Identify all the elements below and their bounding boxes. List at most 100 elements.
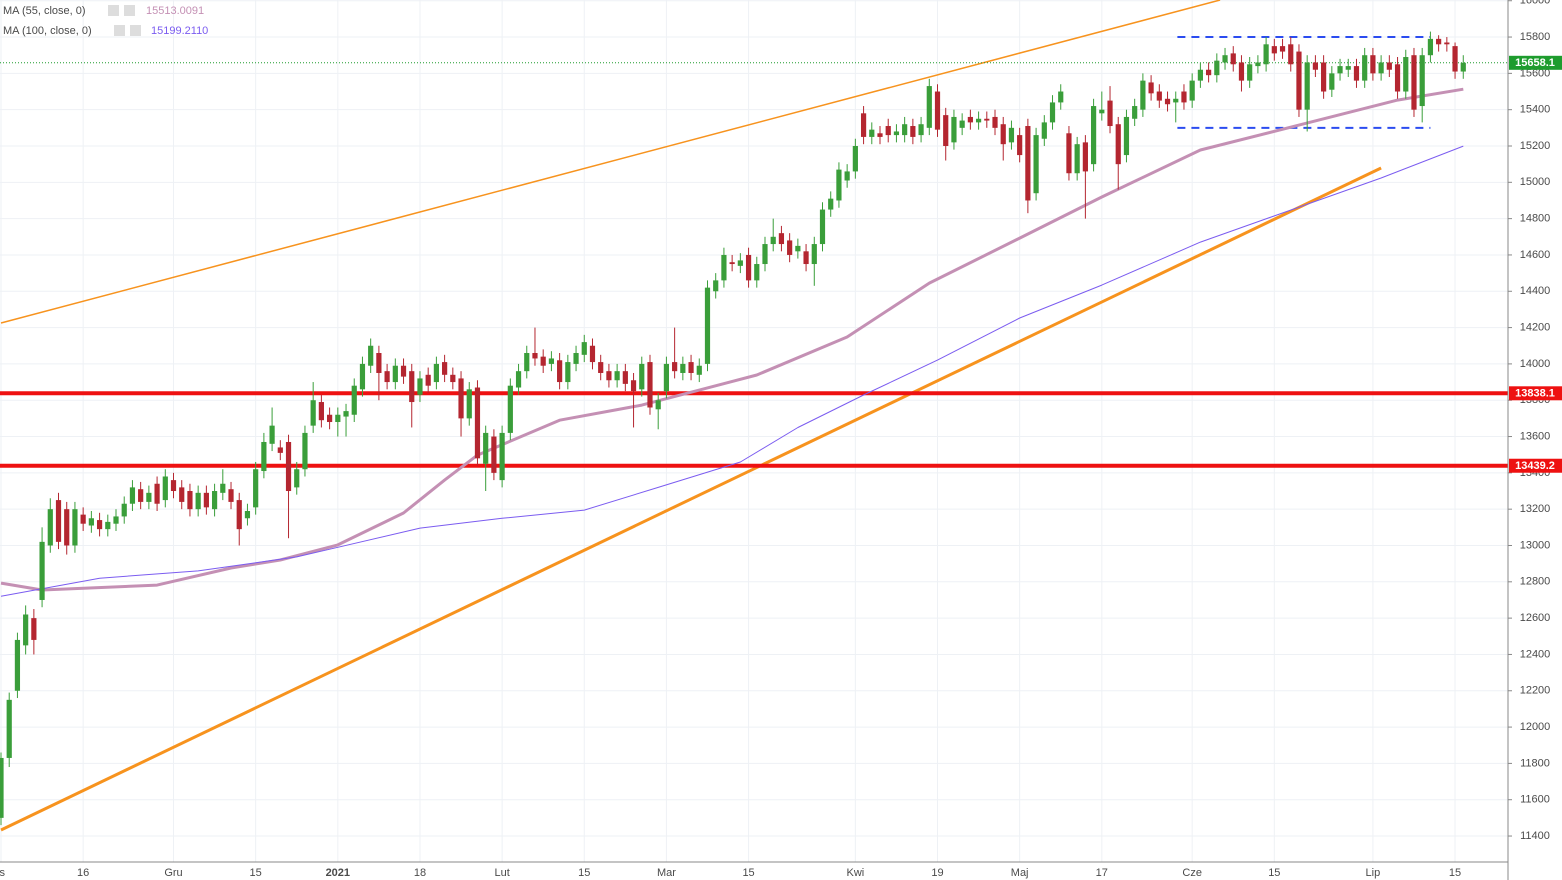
- x-tick-label: 16: [77, 867, 89, 879]
- candle-body: [1362, 55, 1368, 81]
- y-tick-label: 14400: [1520, 285, 1551, 297]
- candle-body: [392, 365, 398, 383]
- candle-body: [425, 374, 431, 386]
- candle-body: [877, 133, 883, 137]
- y-tick-label: 15400: [1520, 104, 1551, 116]
- y-tick-label: 11400: [1520, 830, 1550, 842]
- y-tick-label: 15000: [1520, 176, 1551, 188]
- candle-body: [1140, 80, 1146, 110]
- candle-body: [1033, 135, 1039, 194]
- price-label-box: [1509, 386, 1562, 401]
- candle-body: [261, 441, 267, 472]
- candle-body: [285, 441, 292, 492]
- candle-body: [852, 145, 858, 172]
- candle-body: [893, 131, 900, 136]
- candle-body: [1353, 66, 1360, 81]
- candle-body: [1394, 64, 1401, 92]
- candle-body: [557, 360, 563, 383]
- candle-body: [138, 489, 144, 502]
- y-tick-label: 14800: [1520, 213, 1551, 225]
- x-tick-label: Lip: [1366, 867, 1381, 879]
- legend-icon[interactable]: [124, 5, 135, 16]
- candle-body: [548, 358, 555, 364]
- candle-body: [1156, 91, 1162, 101]
- candle-body: [1148, 82, 1154, 94]
- moving-average: [0, 145, 1464, 597]
- candle-body: [466, 389, 472, 419]
- y-tick-label: 12800: [1520, 576, 1551, 588]
- candle-body: [639, 363, 645, 390]
- candle-body: [606, 371, 612, 381]
- candle-body: [565, 362, 571, 383]
- candle-body: [926, 86, 932, 128]
- candle-body: [573, 353, 579, 364]
- x-tick-label: 15: [578, 867, 590, 879]
- candle-body: [310, 400, 316, 426]
- candle-body: [253, 469, 259, 508]
- candle-body: [343, 411, 349, 417]
- candle-body: [655, 400, 661, 410]
- legend-icon[interactable]: [108, 5, 119, 16]
- candle-body: [1403, 57, 1409, 92]
- candle-body: [55, 500, 62, 542]
- candle-body: [384, 371, 390, 383]
- candle-body: [630, 380, 637, 392]
- candle-body: [236, 500, 242, 530]
- candle-body: [450, 374, 456, 383]
- candle-body: [672, 362, 678, 372]
- candle-body: [1337, 66, 1343, 74]
- legend-icon[interactable]: [130, 25, 141, 36]
- candle-body: [844, 171, 850, 181]
- candle-body: [762, 244, 768, 265]
- price-label-box: [1509, 458, 1562, 473]
- candle-body: [663, 363, 670, 392]
- candle-body: [1271, 46, 1277, 54]
- candle-body: [269, 425, 275, 444]
- candle-body: [39, 541, 45, 600]
- x-tick-label: 18: [414, 867, 426, 879]
- legend-name: MA (55, close, 0): [3, 5, 86, 17]
- x-tick-label: 15: [250, 867, 262, 879]
- candle-body: [1321, 62, 1327, 92]
- candle-body: [203, 492, 209, 508]
- candle-body: [1345, 66, 1351, 70]
- candle-body: [318, 402, 324, 421]
- candle-body: [1025, 126, 1031, 201]
- price-label: 13439.2: [1515, 460, 1555, 472]
- candle-body: [795, 245, 801, 252]
- candle-body: [400, 365, 407, 377]
- candle-body: [1460, 62, 1466, 72]
- candle-body: [614, 371, 620, 381]
- candle-body: [6, 699, 12, 758]
- candle-body: [228, 489, 234, 502]
- price-label: 13838.1: [1515, 388, 1555, 400]
- candle-body: [975, 118, 982, 123]
- candle-body: [885, 126, 891, 136]
- y-tick-label: 12400: [1520, 648, 1551, 660]
- candle-body: [729, 262, 735, 265]
- price-label-box: [1509, 55, 1562, 70]
- candle-body: [1378, 62, 1384, 74]
- y-tick-label: 14600: [1520, 249, 1551, 261]
- candle-body: [951, 116, 957, 143]
- x-tick-label: 17: [1096, 867, 1108, 879]
- candle-body: [220, 483, 226, 493]
- candle-body: [88, 518, 94, 526]
- x-tick-label: Mar: [657, 867, 676, 879]
- candle-body: [1411, 55, 1417, 110]
- candle-body: [1279, 46, 1286, 52]
- trend-line: [0, 0, 1221, 324]
- y-tick-label: 14000: [1520, 358, 1551, 370]
- candle-body: [64, 509, 70, 546]
- legend-icon[interactable]: [114, 25, 125, 36]
- candle-body: [770, 236, 776, 245]
- y-tick-label: 13600: [1520, 430, 1551, 442]
- candle-body: [491, 436, 497, 473]
- candle-body: [80, 514, 86, 524]
- candle-body: [1173, 98, 1179, 103]
- legend-value: 15513.0091: [146, 5, 204, 17]
- y-tick-label: 12200: [1520, 685, 1551, 697]
- candle-body: [1214, 60, 1220, 76]
- legend-name: MA (100, close, 0): [3, 25, 92, 37]
